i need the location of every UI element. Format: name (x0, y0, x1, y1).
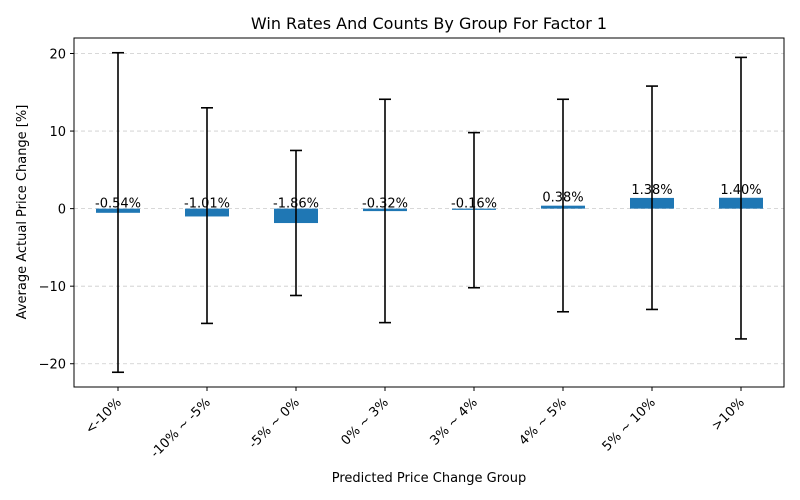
y-tick-label: −10 (39, 280, 66, 295)
y-ticks: −20 −10 0 10 20 (39, 48, 74, 373)
x-axis-label: Predicted Price Change Group (332, 471, 527, 486)
x-tick-label: >10% (709, 395, 748, 434)
plot-frame (73, 37, 785, 388)
data-label: 1.38% (631, 183, 672, 198)
data-label: -1.01% (184, 197, 230, 212)
data-label: 0.38% (542, 191, 583, 206)
x-tick-label: -10% ~ -5% (148, 395, 214, 461)
data-label: -1.86% (273, 197, 319, 212)
data-labels: -0.54% -1.01% -1.86% -0.32% -0.16% 0.38% 1.38%… (95, 183, 762, 212)
data-label: -0.32% (362, 197, 408, 212)
x-tick-label: 5% ~ 10% (600, 395, 659, 454)
y-tick-label: 10 (49, 125, 66, 140)
x-tick-label: 4% ~ 5% (517, 395, 570, 448)
x-tick-label: 0% ~ 3% (339, 395, 392, 448)
x-tick-label: 3% ~ 4% (428, 395, 481, 448)
y-tick-label: 20 (49, 48, 66, 63)
y-tick-label: −20 (39, 358, 66, 373)
x-ticks: <-10% -10% ~ -5% -5% ~ 0% 0% ~ 3% 3% ~ 4% 4% … (83, 387, 748, 461)
chart-title: Win Rates And Counts By Group For Factor… (251, 14, 607, 33)
data-label: 1.40% (720, 183, 761, 198)
data-label: -0.16% (451, 197, 497, 212)
error-bars (112, 51, 747, 374)
data-label: -0.54% (95, 197, 141, 212)
y-axis-label: Average Actual Price Change [%] (15, 105, 30, 320)
y-tick-label: 0 (58, 203, 66, 218)
gridlines (74, 53, 784, 365)
x-tick-label: <-10% (83, 395, 125, 437)
x-tick-label: -5% ~ 0% (246, 395, 303, 452)
